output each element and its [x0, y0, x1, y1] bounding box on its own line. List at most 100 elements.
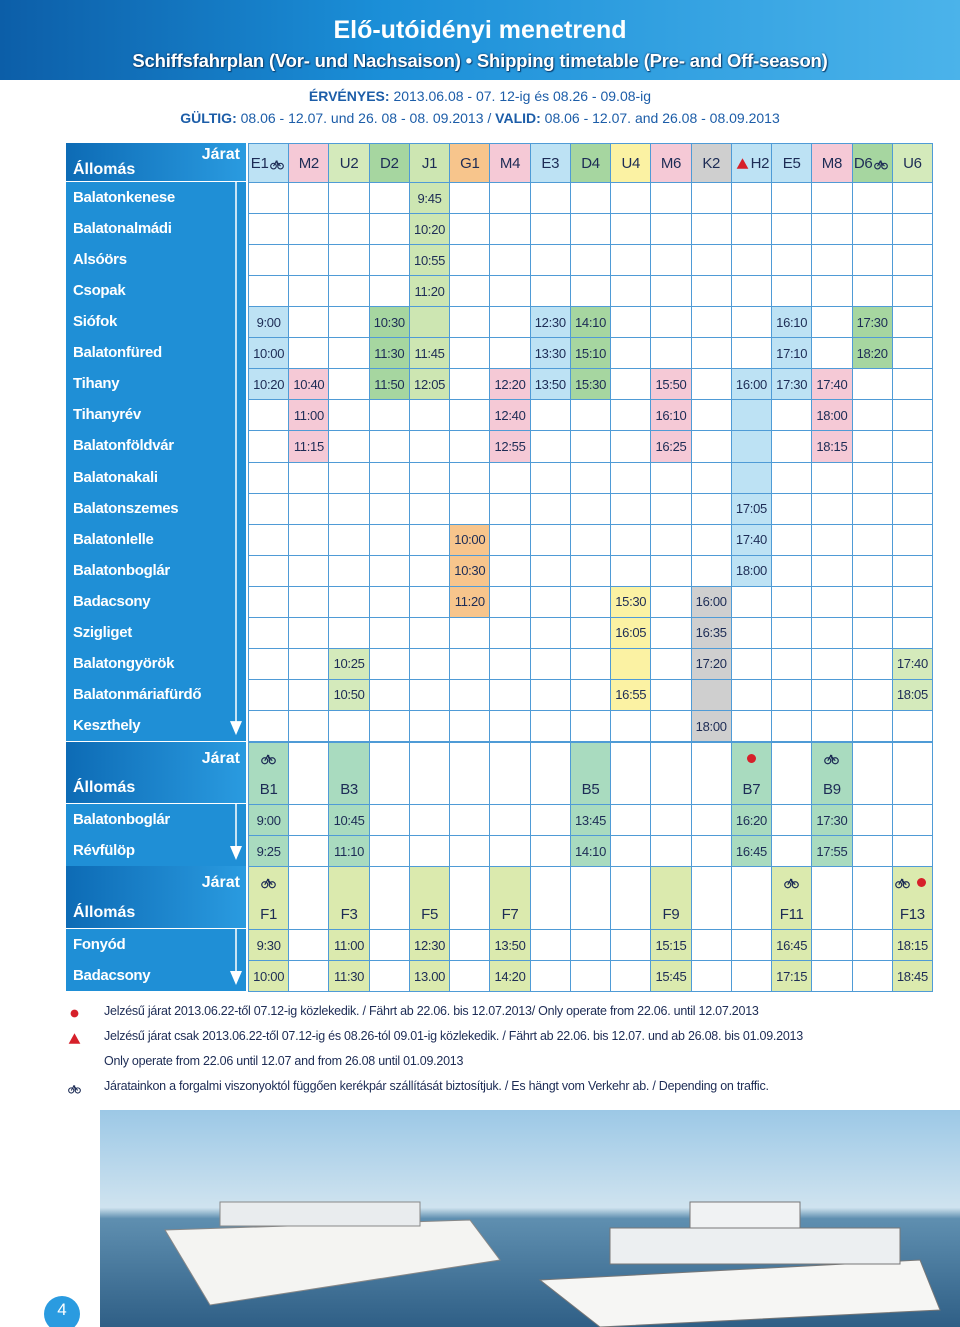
empty-cell	[851, 585, 893, 618]
empty-cell	[851, 213, 893, 246]
empty-cell	[811, 182, 853, 215]
empty-cell	[368, 710, 410, 743]
empty-cell	[529, 275, 571, 308]
empty-cell	[328, 554, 370, 587]
page-number: 4	[57, 1300, 67, 1319]
empty-cell	[328, 430, 370, 463]
empty-cell	[690, 461, 732, 494]
empty-cell	[811, 306, 853, 339]
empty-cell	[811, 275, 853, 308]
empty-cell	[449, 213, 491, 246]
empty-cell	[690, 523, 732, 556]
empty-cell	[650, 647, 692, 680]
column-name-wrap: U4	[621, 155, 640, 172]
column-name-wrap: D2	[380, 155, 399, 172]
column-markers	[893, 873, 932, 890]
empty-cell	[288, 275, 330, 308]
column-header: G1	[449, 143, 491, 183]
empty-cell	[529, 678, 571, 711]
empty-cell	[449, 616, 491, 649]
empty-cell	[610, 244, 652, 277]
empty-cell	[569, 275, 612, 308]
column-name-wrap: E5	[783, 155, 801, 172]
empty-cell	[811, 213, 853, 246]
column-markers	[732, 749, 771, 766]
empty-cell	[368, 275, 410, 308]
time-cell: 16:05	[610, 616, 652, 649]
time-cell: 17:20	[690, 647, 732, 680]
empty-cell	[650, 710, 692, 743]
empty-cell	[449, 929, 491, 961]
empty-cell	[891, 306, 933, 339]
empty-cell	[851, 678, 893, 711]
time-cell: 15:50	[650, 368, 692, 401]
time-cell: 16:10	[771, 306, 813, 339]
time-cell: 10:25	[328, 647, 370, 680]
empty-cell	[248, 244, 290, 277]
empty-cell	[368, 461, 410, 494]
time-cell: 9:30	[248, 929, 290, 961]
empty-cell	[690, 275, 732, 308]
empty-cell	[529, 835, 571, 867]
column-header: M4	[489, 143, 531, 183]
triangle-icon	[68, 1033, 81, 1044]
empty-cell	[328, 182, 370, 215]
note-text: Jelzésű járat 2013.06.22-től 07.12-ig kö…	[104, 1004, 759, 1018]
empty-cell	[690, 960, 732, 992]
empty-cell	[489, 647, 531, 680]
empty-cell	[368, 647, 410, 680]
empty-cell	[730, 213, 773, 246]
empty-cell	[690, 337, 732, 370]
bike-icon	[895, 877, 911, 888]
empty-cell	[690, 835, 732, 867]
empty-cell	[368, 929, 410, 961]
column-header: B1	[248, 742, 290, 805]
empty-cell	[569, 244, 612, 277]
empty-cell	[368, 960, 410, 992]
validity-line: GÜLTIG: 08.06 - 12.07. und 26. 08 - 08. …	[0, 110, 960, 126]
station-name: Balatonkenese	[66, 182, 246, 215]
empty-cell	[610, 960, 652, 992]
empty-cell	[730, 929, 773, 961]
empty-cell	[368, 182, 410, 215]
empty-cell	[771, 523, 813, 556]
empty-cell	[730, 244, 773, 277]
empty-cell	[610, 399, 652, 432]
empty-cell	[851, 804, 893, 836]
empty-cell	[569, 929, 612, 961]
note-marker	[66, 1005, 83, 1023]
station-label: Állomás	[73, 779, 136, 796]
time-cell: 14:20	[489, 960, 531, 992]
empty-cell	[288, 554, 330, 587]
column-name: F11	[779, 906, 804, 923]
empty-cell	[328, 585, 370, 618]
column-markers	[812, 749, 851, 766]
empty-cell	[328, 523, 370, 556]
empty-cell	[811, 678, 853, 711]
time-cell: 15:30	[610, 585, 652, 618]
time-cell: 15:15	[650, 929, 692, 961]
time-cell: 17:55	[811, 835, 853, 867]
column-name: F7	[501, 906, 519, 923]
time-cell: 12:05	[408, 368, 451, 401]
validity-part: VALID:	[495, 110, 541, 126]
note-text: Jelzésű járat csak 2013.06.22-től 07.12-…	[104, 1029, 803, 1043]
empty-cell	[811, 337, 853, 370]
empty-cell	[650, 492, 692, 525]
empty-cell	[610, 213, 652, 246]
empty-cell	[851, 616, 893, 649]
empty-cell	[449, 710, 491, 743]
time-cell: 17:30	[771, 368, 813, 401]
column-name: F13	[899, 906, 925, 923]
empty-cell	[449, 306, 491, 339]
empty-cell	[248, 585, 290, 618]
empty-cell	[569, 213, 612, 246]
time-cell: 17:40	[811, 368, 853, 401]
column-name-wrap: E1	[251, 155, 287, 172]
station-name: Keszthely	[66, 710, 246, 743]
column-header	[288, 742, 330, 805]
time-cell: 11:45	[408, 337, 451, 370]
empty-cell	[851, 492, 893, 525]
station-header: Járat Állomás	[66, 866, 246, 929]
